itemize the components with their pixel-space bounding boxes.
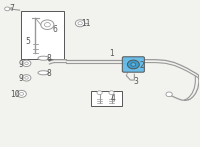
Text: 6: 6 bbox=[53, 25, 58, 34]
Circle shape bbox=[22, 60, 31, 66]
Circle shape bbox=[78, 22, 82, 25]
Text: 10: 10 bbox=[10, 90, 19, 99]
Circle shape bbox=[20, 92, 24, 95]
Text: 9: 9 bbox=[18, 74, 23, 83]
Circle shape bbox=[22, 75, 31, 81]
Circle shape bbox=[41, 20, 54, 30]
Circle shape bbox=[166, 92, 172, 97]
Circle shape bbox=[25, 77, 28, 79]
FancyBboxPatch shape bbox=[122, 57, 144, 72]
Bar bbox=[91, 91, 122, 106]
Ellipse shape bbox=[38, 71, 49, 75]
Circle shape bbox=[109, 91, 114, 95]
Ellipse shape bbox=[38, 56, 49, 60]
Text: 7: 7 bbox=[9, 4, 14, 13]
Text: 2: 2 bbox=[139, 61, 144, 70]
Text: 5: 5 bbox=[25, 37, 30, 46]
Text: 1: 1 bbox=[110, 49, 114, 58]
Circle shape bbox=[17, 90, 26, 97]
Circle shape bbox=[97, 91, 102, 95]
Text: 11: 11 bbox=[81, 19, 91, 28]
Circle shape bbox=[131, 63, 136, 66]
Text: 8: 8 bbox=[47, 69, 52, 78]
Text: 3: 3 bbox=[133, 77, 138, 86]
Bar bbox=[21, 11, 64, 59]
Text: 8: 8 bbox=[47, 54, 52, 64]
Circle shape bbox=[127, 60, 139, 69]
Circle shape bbox=[25, 62, 28, 65]
Circle shape bbox=[44, 22, 50, 27]
Text: 4: 4 bbox=[110, 95, 115, 103]
Circle shape bbox=[75, 20, 85, 27]
Text: 9: 9 bbox=[18, 60, 23, 69]
Circle shape bbox=[5, 7, 10, 11]
